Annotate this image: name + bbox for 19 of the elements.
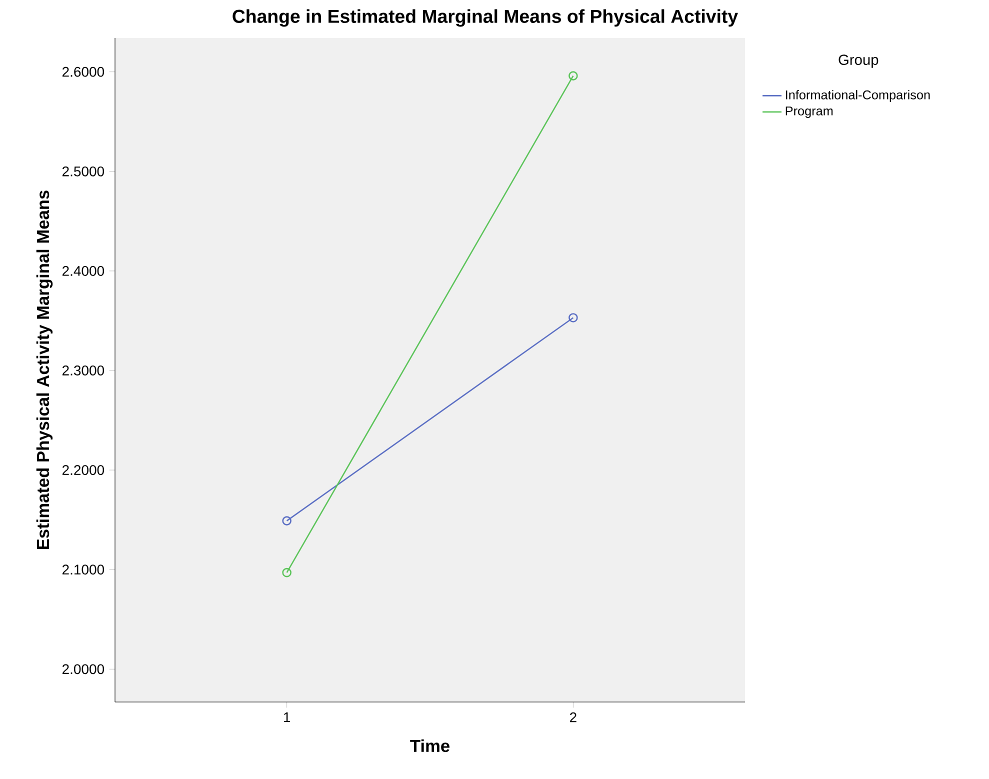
point xyxy=(282,516,292,526)
y-tick-label: 2.2000 xyxy=(62,465,104,476)
x-axis-title: Time xyxy=(410,739,450,752)
legend-title: Group xyxy=(838,54,878,68)
point xyxy=(568,313,578,322)
y-tick-label: 2.3000 xyxy=(62,366,104,376)
y-tick-label: 2.4000 xyxy=(62,266,104,276)
legend-label: Informational-Comparison xyxy=(786,90,930,102)
x-tick-label: 2 xyxy=(570,712,576,722)
y-tick-label: 2.6000 xyxy=(62,66,104,77)
legend-label: Program xyxy=(786,106,833,118)
point xyxy=(282,568,292,578)
point xyxy=(568,71,578,80)
chart-title: Change in Estimated Marginal Means of Physical Activity xyxy=(232,9,738,27)
y-tick-label: 2.5000 xyxy=(62,166,104,176)
y-tick-label: 2.1000 xyxy=(62,564,104,575)
y-tick-label: 2.0000 xyxy=(62,664,104,674)
y-axis-title: Estimated Physical Activity Marginal Means xyxy=(36,190,53,549)
x-tick-label: 1 xyxy=(284,712,290,722)
